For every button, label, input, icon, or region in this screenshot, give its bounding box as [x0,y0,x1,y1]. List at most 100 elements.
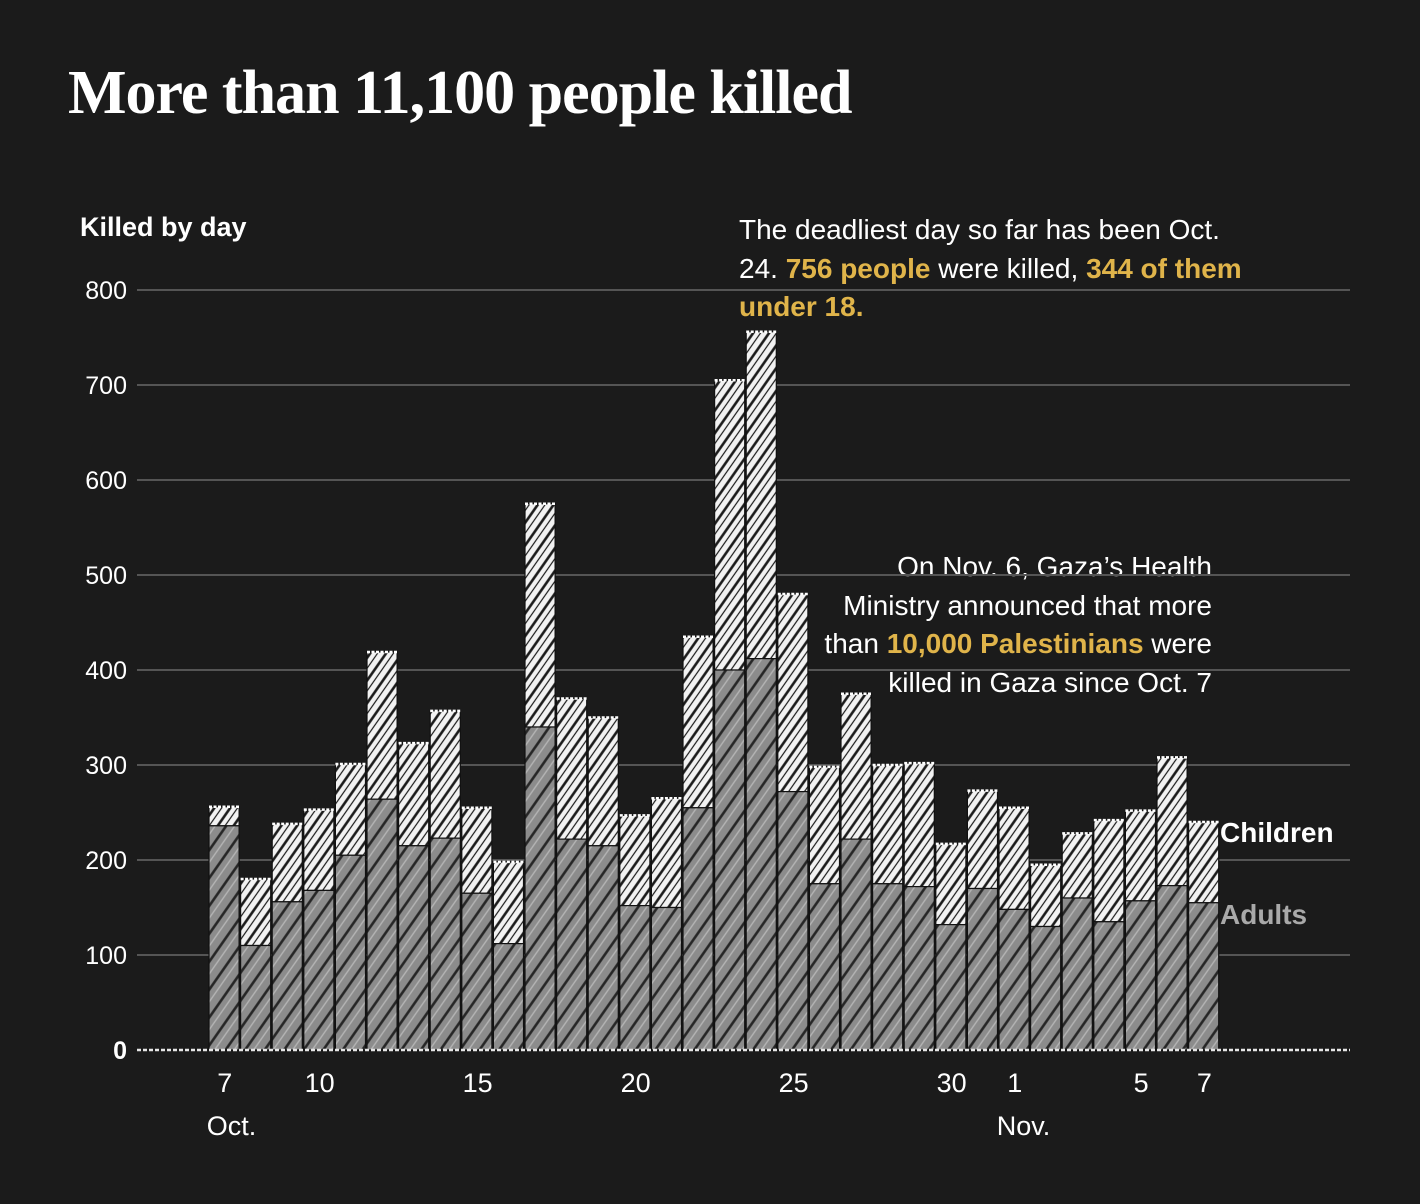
bar-children [1029,864,1062,928]
x-tick-label: 7 [1197,1068,1212,1098]
y-tick-label: 400 [85,657,127,685]
bar-children [492,861,525,945]
bar-adults [524,726,556,1051]
annotation-text: On Nov. 6, Gaza’s Health Ministry announ… [824,551,1212,659]
x-tick-label: 10 [305,1068,335,1098]
bar-adults [935,923,967,1051]
y-tick-label: 100 [85,942,127,970]
bar-adults [555,838,588,1051]
annotation-text: The deadliest day so far has been Oct. 2… [739,214,1220,284]
bar-children [808,766,841,885]
bar-children [271,823,303,903]
bar-children [1061,832,1093,899]
annotation-deadliest-day: The deadliest day so far has been Oct. 2… [739,211,1259,327]
bar-children [240,878,272,947]
bar-children [208,806,240,827]
bar-children [587,716,619,847]
bar-adults [998,908,1030,1051]
chart-title: More than 11,100 people killed [68,59,853,127]
bar-adults [334,854,367,1051]
annotation-highlight: 344 of them under 18. [739,252,1242,323]
bar-children [935,843,967,926]
bar-children [366,651,398,800]
bar-children [682,636,714,809]
bar-adults [650,906,683,1051]
bar-adults [1093,921,1125,1051]
y-tick-label: 700 [85,372,127,400]
x-tick-label: 30 [937,1068,967,1098]
bar-children [713,379,746,671]
bar-children [1156,756,1188,887]
bar-children [1093,819,1125,923]
bar-children [555,697,588,840]
bar-children [619,814,651,907]
bar-adults [777,790,809,1051]
x-tick-label: 1 [1007,1068,1022,1098]
bar-adults [461,892,493,1051]
y-tick-label: 200 [85,847,127,875]
bar-children [303,809,335,892]
bar-adults [745,657,777,1051]
bars [208,330,1220,1051]
bar-children [871,764,904,885]
bar-children [777,593,809,793]
bar-adults [808,883,841,1051]
bar-children [429,710,461,839]
bar-children [524,503,556,728]
bar-adults [966,887,999,1051]
x-tick-label: 15 [463,1068,493,1098]
bar-adults [619,904,651,1051]
bar-adults [492,942,525,1051]
legend-adults: Adults [1220,899,1308,930]
bar-children [461,807,493,894]
x-tick-label: 7 [217,1068,232,1098]
annotation-highlight: 756 people [785,252,931,284]
bar-children [398,742,430,847]
annotation-text: were killed, [930,252,1087,284]
bar-adults [240,944,272,1051]
bar-children [903,762,935,888]
annotation-highlight: 10,000 Palestinians [886,628,1144,659]
bar-children [998,807,1030,911]
bar-children [840,693,872,840]
bar-adults [587,845,619,1051]
bar-adults [1061,897,1093,1051]
y-tick-label: 800 [85,277,127,305]
bar-adults [366,798,398,1051]
bar-adults [840,838,872,1051]
bar-adults [429,837,461,1051]
bar-adults [398,845,430,1051]
bar-adults [1124,900,1157,1051]
annotation-nov6: On Nov. 6, Gaza’s Health Ministry announ… [820,548,1212,702]
bar-children [1187,821,1220,904]
annotation-text: were killed in Gaza since Oct. 7 [888,628,1212,698]
bar-adults [871,883,904,1051]
bar-adults [682,807,714,1051]
bar-adults [1156,885,1188,1051]
bar-children [745,331,777,660]
bar-adults [713,669,746,1051]
x-month-label: Oct. [207,1111,257,1141]
x-tick-label: 25 [779,1068,809,1098]
bar-children [966,790,999,890]
y-tick-label: 0 [113,1037,127,1065]
legend-children: Children [1220,817,1334,848]
y-tick-label: 300 [85,752,127,780]
y-axis-title: Killed by day [80,212,247,242]
bar-children [334,763,367,856]
bar-adults [903,885,935,1051]
bar-children [1124,809,1157,902]
bar-adults [208,825,240,1051]
bar-adults [303,889,335,1051]
x-month-label: Nov. [997,1111,1051,1141]
bar-children [650,797,683,909]
bar-adults [1029,925,1062,1051]
y-tick-label: 600 [85,467,127,495]
bar-adults [1187,902,1220,1051]
bar-adults [271,901,303,1051]
x-tick-label: 20 [621,1068,651,1098]
y-tick-label: 500 [85,562,127,590]
x-tick-label: 5 [1134,1068,1149,1098]
